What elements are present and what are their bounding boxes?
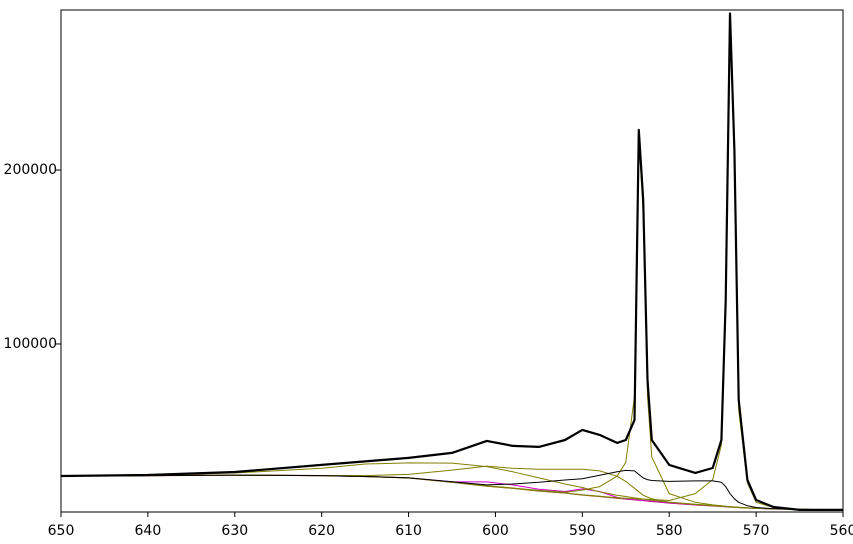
x-tick-label: 570 [743,523,770,539]
x-tick-label: 620 [308,523,335,539]
x-tick-label: 630 [221,523,248,539]
y-tick-label: 200000 [4,162,57,178]
x-tick-label: 560 [830,523,853,539]
x-tick-label: 650 [48,523,75,539]
plot-frame [60,9,844,513]
x-tick-label: 610 [395,523,422,539]
y-tick-label: 100000 [4,336,57,352]
x-tick-label: 580 [656,523,683,539]
x-tick-label: 590 [569,523,596,539]
x-tick-label: 640 [135,523,162,539]
x-tick-label: 600 [482,523,509,539]
series-line [60,469,844,511]
series-line [60,12,843,511]
